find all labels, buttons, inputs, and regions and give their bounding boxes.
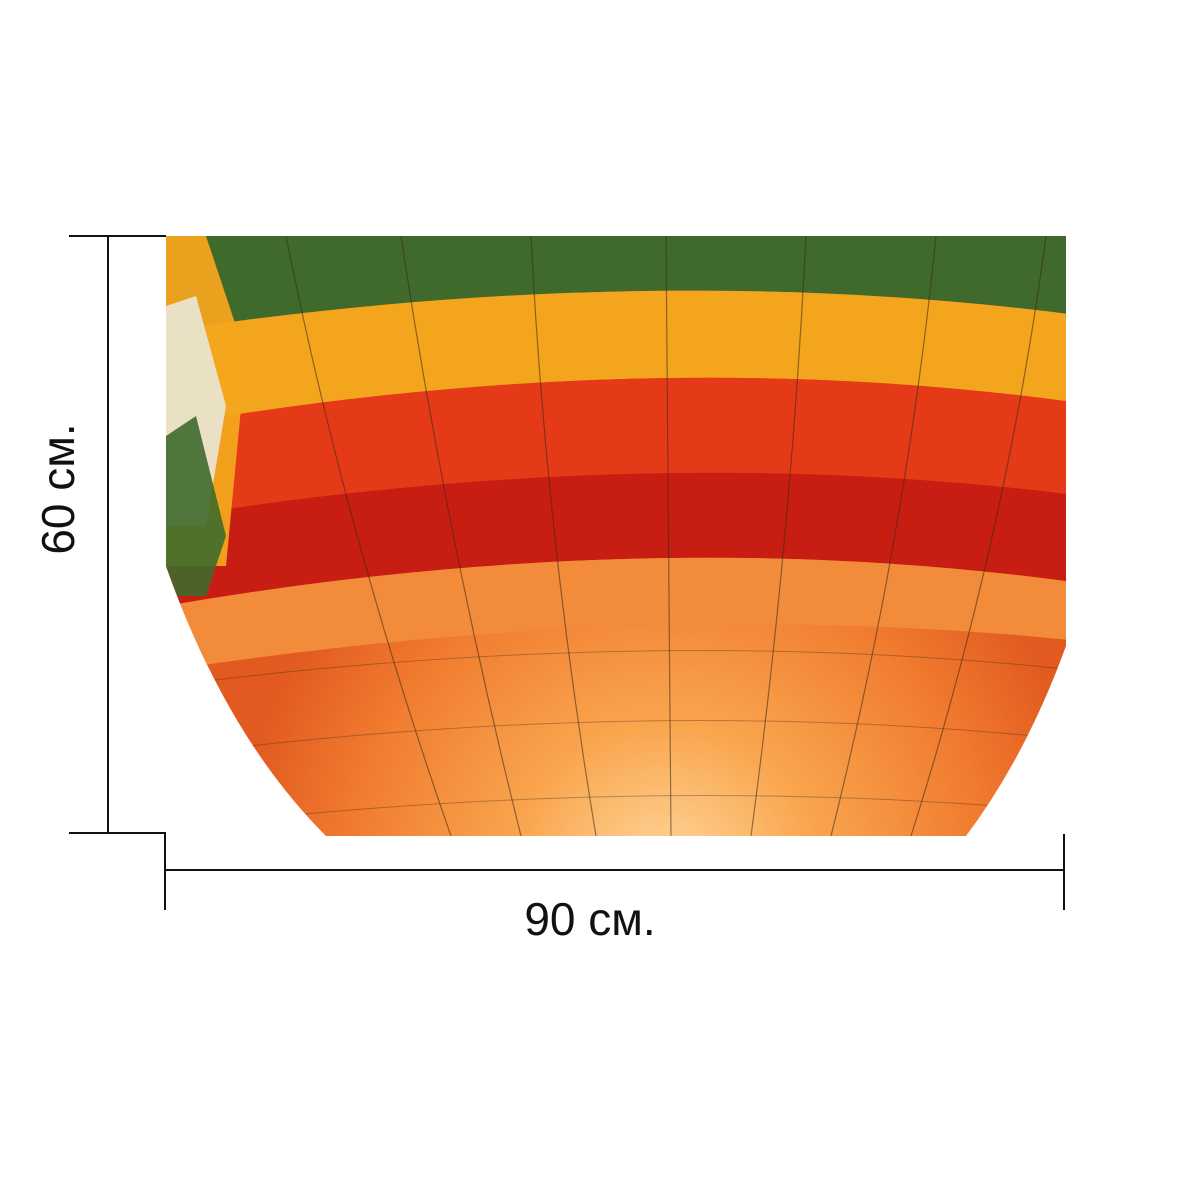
height-label: 60 см. [32,423,84,555]
balloon-envelope [166,236,1066,836]
height-dimension-line [107,236,109,833]
product-photo [166,236,1066,836]
height-dimension-bottom-tick [69,832,166,834]
width-label: 90 см. [524,893,656,945]
width-dimension-line [166,869,1064,871]
width-dimension-right-tick [1063,834,1065,910]
hot-air-balloon-image [166,236,1066,836]
width-dimension-left-tick [164,834,166,910]
height-dimension-top-tick [69,235,166,237]
